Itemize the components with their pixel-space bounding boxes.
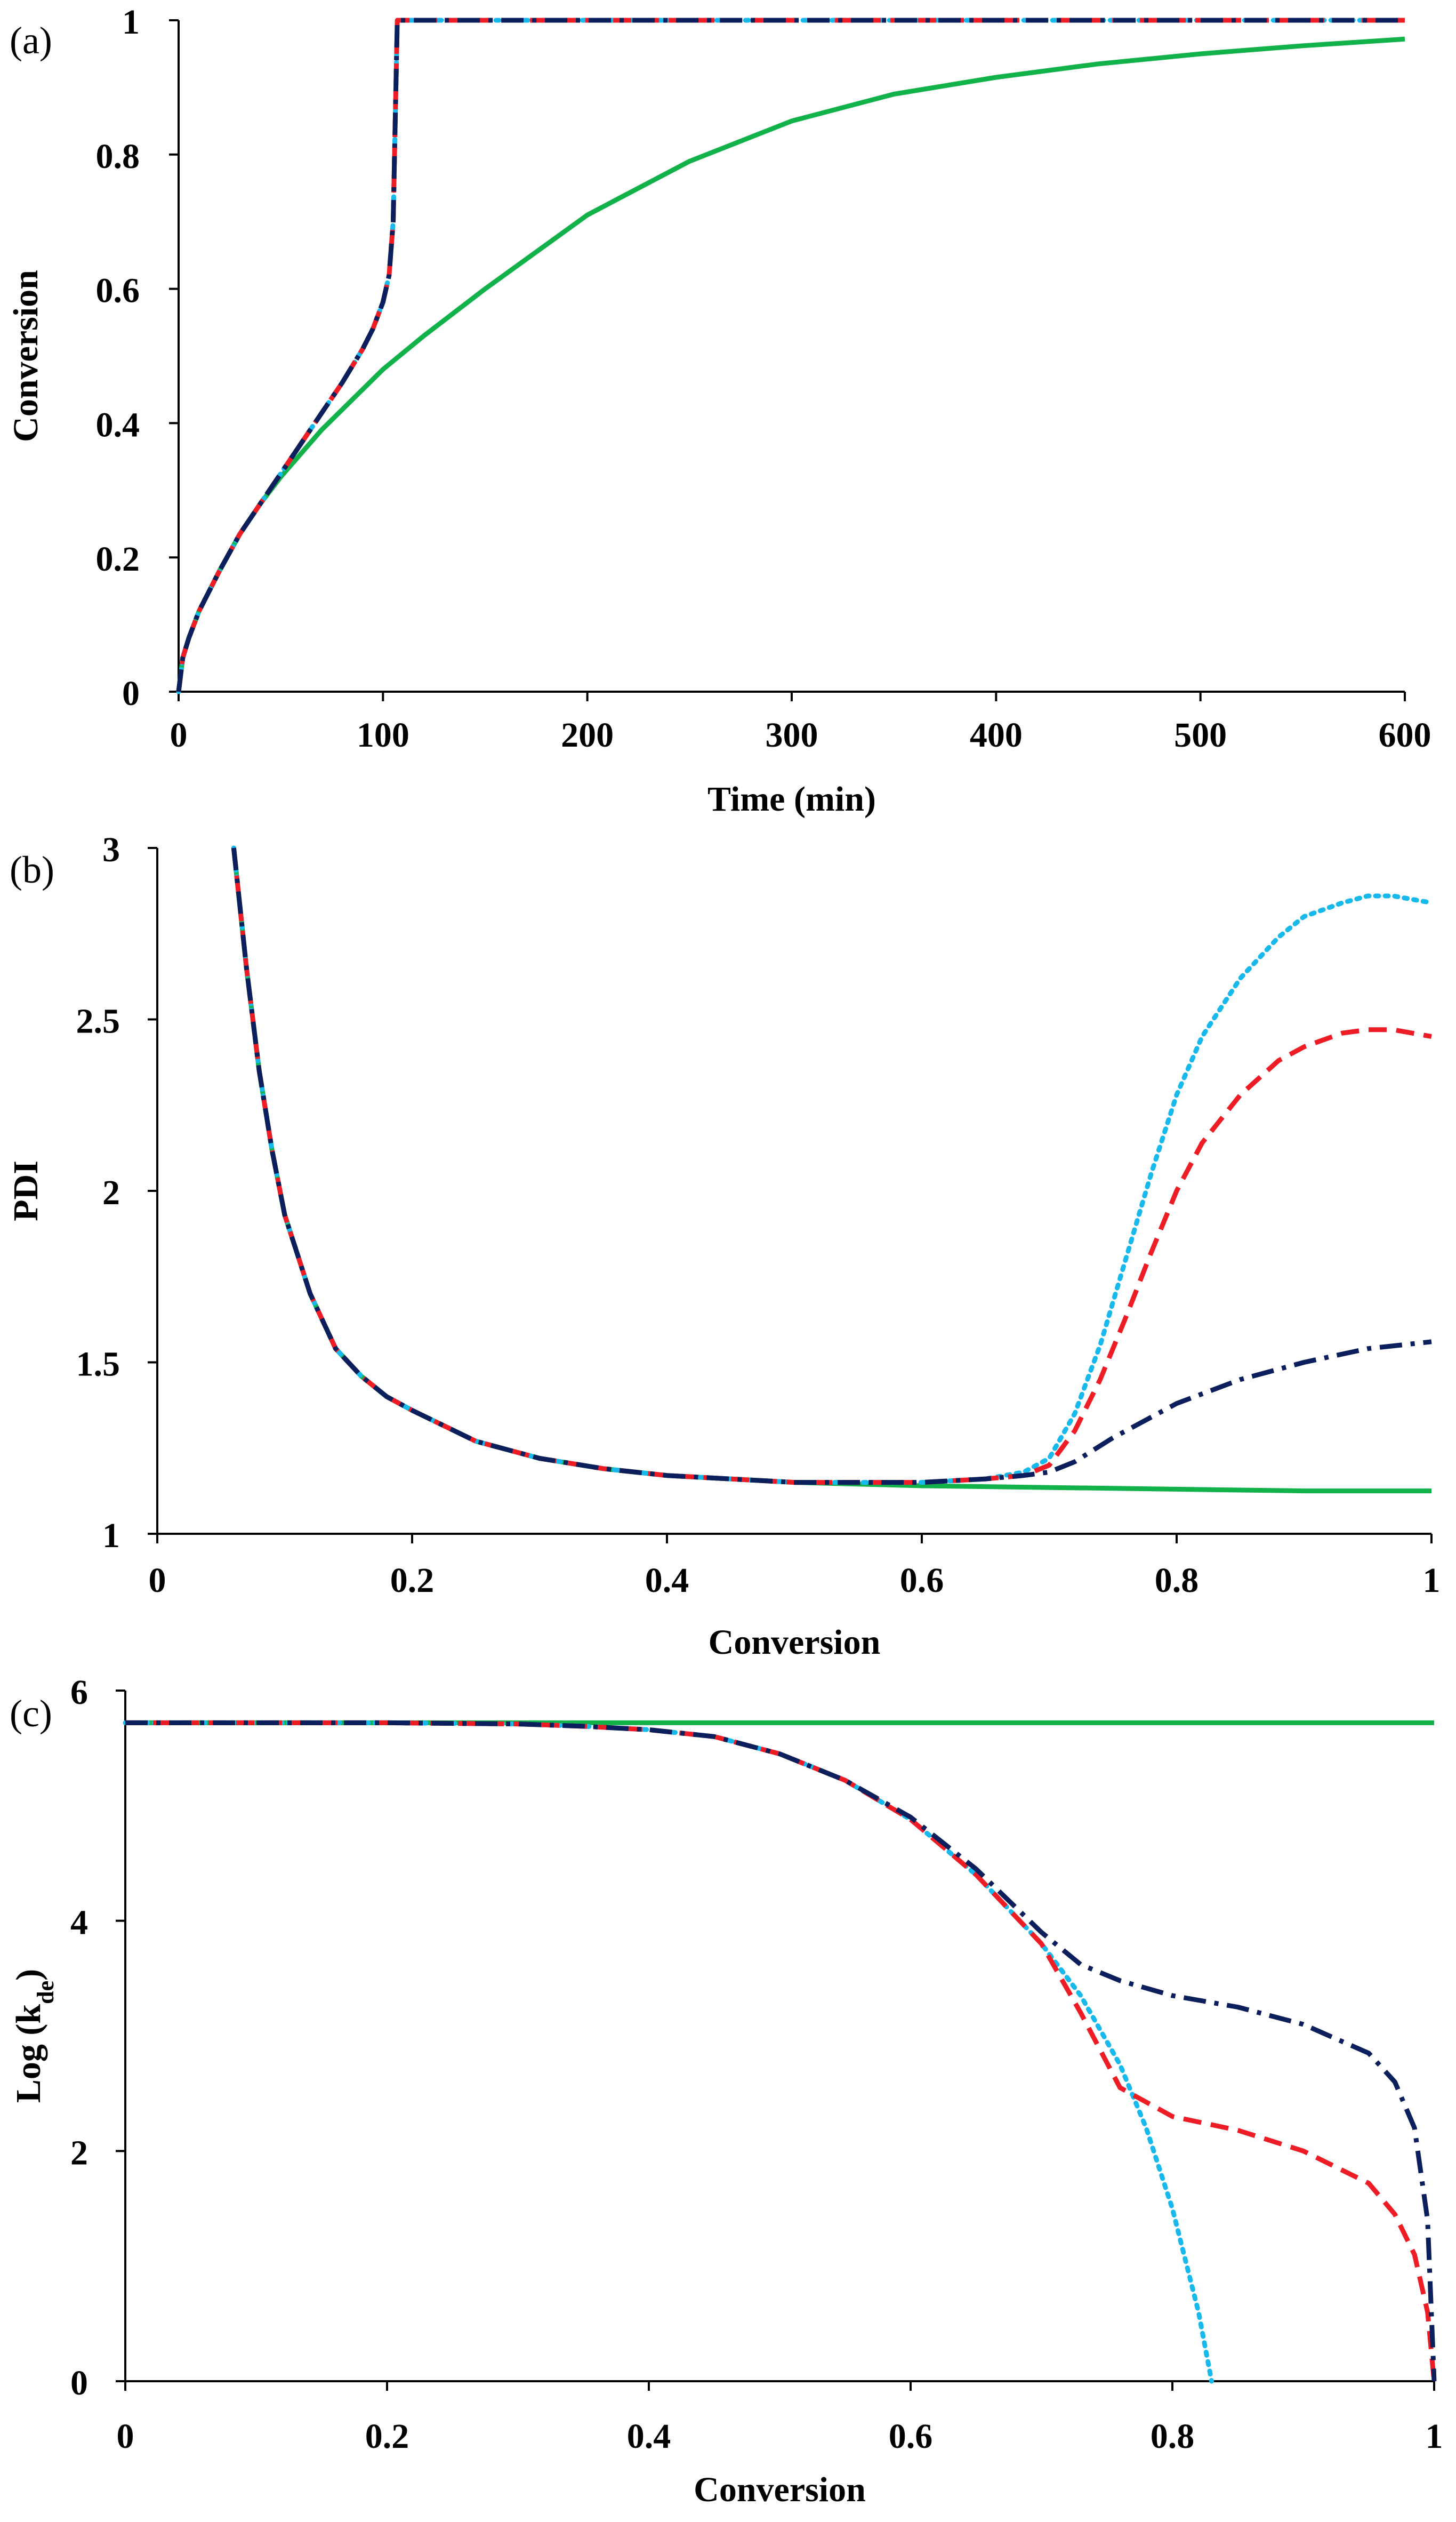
chart-panel-1: 0 0.2 0.4 0.6 0.8 1 0 100 200 300 400 500 600 (a) Time… — [6, 3, 1431, 819]
series-line-red-dashed — [125, 1720, 1437, 2382]
x-tick-label: 1 — [1423, 1561, 1441, 1600]
x-axis-title: Conversion — [709, 1623, 881, 1662]
x-tick-label: 0.2 — [365, 2417, 409, 2456]
x-tick-label: 1 — [1426, 2417, 1443, 2456]
series-line-cyan-dotted — [123, 1720, 1214, 2384]
x-tick-label: 0 — [149, 1561, 166, 1600]
y-tick-label: 0.6 — [96, 271, 140, 310]
x-tick-label: 500 — [1174, 716, 1227, 755]
y-tick-label: 6 — [70, 1673, 88, 1712]
y-tick-label: 0.2 — [96, 540, 140, 579]
series-line-cyan-dotted — [231, 845, 1434, 1485]
y-tick-label: 0.4 — [96, 405, 140, 444]
y-tick-label: 0.8 — [96, 137, 140, 176]
x-tick-label: 200 — [561, 716, 614, 755]
x-tick-label: 0.4 — [645, 1561, 689, 1600]
y-tick-label: 2 — [70, 2133, 88, 2172]
x-tick-label: 0 — [170, 716, 188, 755]
x-tick-label: 0.8 — [1155, 1561, 1199, 1600]
series-line-green-solid — [231, 847, 1431, 1494]
panel-label: (a) — [10, 19, 52, 62]
x-tick-label: 0.2 — [390, 1561, 435, 1600]
x-tick-label: 600 — [1379, 716, 1431, 755]
panel-label: (b) — [10, 848, 54, 891]
x-tick-label: 0.6 — [889, 2417, 933, 2456]
y-tick-label: 1 — [102, 1516, 120, 1555]
x-tick-label: 0.6 — [900, 1561, 944, 1600]
series-line-navy-dashdot — [125, 1720, 1437, 2382]
chart-panel-2: 1 1.5 2 2.5 3 0 0.2 0.4 0.6 0.8 1 (b) Conversion PDI — [6, 830, 1441, 1662]
y-tick-label: 0 — [70, 2364, 88, 2403]
y-tick-label: 3 — [102, 830, 120, 869]
x-tick-label: 300 — [766, 716, 818, 755]
y-tick-label: 1 — [122, 3, 140, 42]
x-tick-label: 0.4 — [627, 2417, 671, 2456]
y-axis-title: Log (kde) — [9, 1969, 59, 2103]
panel-label: (c) — [10, 1692, 52, 1735]
y-tick-label: 0 — [122, 674, 140, 713]
y-tick-label: 4 — [70, 1903, 88, 1942]
series-line-red-dashed — [231, 847, 1432, 1485]
chart-panel-3: 0 2 4 6 0 0.2 0.4 0.6 0.8 1 (c) Conversion Log (kde) — [9, 1673, 1443, 2509]
y-tick-label: 2 — [102, 1173, 120, 1212]
x-tick-label: 100 — [357, 716, 409, 755]
y-axis-title: PDI — [6, 1160, 45, 1221]
series-line-navy-dashdot — [231, 847, 1432, 1485]
x-tick-label: 400 — [970, 716, 1023, 755]
x-axis-title: Conversion — [694, 2470, 866, 2509]
x-axis-title: Time (min) — [707, 780, 876, 819]
series-line-navy-dashdot — [176, 18, 1405, 692]
series-line-green-solid — [176, 36, 1405, 692]
y-axis-title: Conversion — [6, 270, 45, 442]
x-tick-label: 0.8 — [1151, 2417, 1195, 2456]
y-tick-label: 2.5 — [76, 1002, 120, 1041]
y-tick-label: 1.5 — [76, 1345, 120, 1384]
x-tick-label: 0 — [117, 2417, 134, 2456]
